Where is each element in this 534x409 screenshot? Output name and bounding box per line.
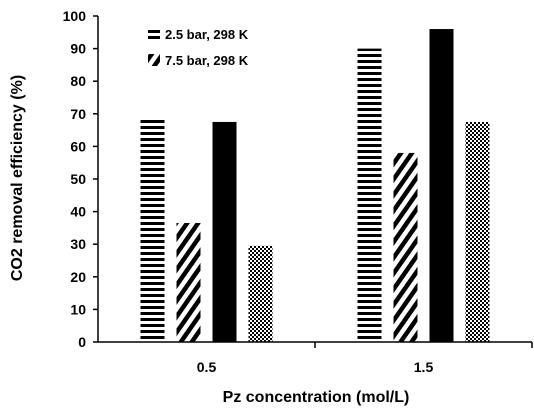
y-tick-label: 40 [70, 204, 86, 220]
bar-2-cat-0.5 [176, 223, 201, 342]
x-ticks-group: 0.5 1.5 [197, 342, 533, 375]
y-tick-label: 60 [70, 138, 86, 154]
legend-swatch [148, 28, 160, 40]
legend: 2.5 bar, 298 K 7.5 bar, 298 K [148, 27, 249, 68]
y-tick-label: 90 [70, 41, 86, 57]
y-tick-label: 50 [70, 171, 86, 187]
bar-1-cat-0.5 [140, 118, 165, 342]
y-tick-label: 10 [70, 301, 86, 317]
x-axis-title: Pz concentration (mol/L) [223, 389, 410, 406]
legend-swatch [148, 54, 160, 66]
bar-4-cat-0.5 [248, 245, 273, 342]
y-tick-label: 20 [70, 269, 86, 285]
y-axis-title: CO2 removal efficiency (%) [9, 75, 26, 281]
bar-3-cat-1.5 [429, 29, 454, 342]
y-tick-label: 0 [78, 334, 86, 350]
y-tick-label: 80 [70, 73, 86, 89]
x-tick-label: 1.5 [414, 359, 434, 375]
y-ticks-group: 0 10 20 30 40 50 60 70 80 90 100 [63, 8, 98, 350]
y-tick-label: 30 [70, 236, 86, 252]
y-tick-label: 100 [63, 8, 87, 24]
legend-label: 2.5 bar, 298 K [165, 27, 249, 42]
y-tick-label: 70 [70, 106, 86, 122]
legend-label: 7.5 bar, 298 K [165, 53, 249, 68]
x-tick-label: 0.5 [197, 359, 217, 375]
bar-3-cat-0.5 [212, 121, 237, 342]
bar-1-cat-1.5 [357, 48, 382, 342]
bars-group [140, 29, 490, 342]
bar-2-cat-1.5 [393, 152, 418, 342]
bar-4-cat-1.5 [465, 121, 490, 342]
